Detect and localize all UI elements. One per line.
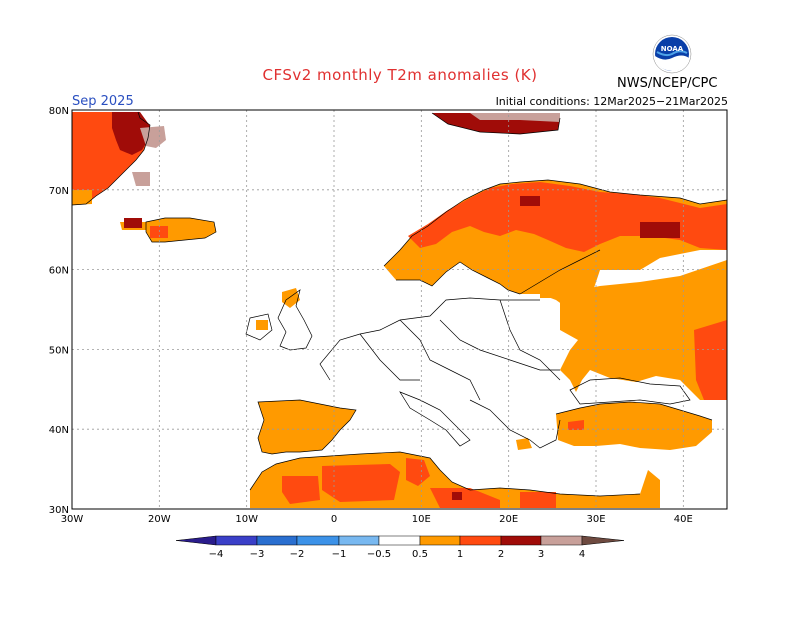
anomaly-svalbard-pink [470,113,560,122]
anomaly-russia [560,260,727,400]
coast-iberia [257,399,357,455]
coast-britain [277,289,313,351]
coast-norway-sweden [396,261,521,295]
map-frame [71,109,728,510]
graticule [72,110,727,509]
anomaly-turkey-red [568,420,584,430]
lat-tick-label: 80N [49,106,69,117]
initial-conditions: Initial conditions: 12Mar2025−21Mar2025 [495,95,728,108]
lon-tick-label: 10E [412,514,431,525]
lat-tick-label: 60N [49,266,69,277]
lat-tick-label: 30N [49,505,69,516]
anomaly-kola-strong [640,222,680,238]
lon-tick-label: 10W [235,514,258,525]
colorbar-tick-label: 1 [457,549,463,560]
anomaly-scotland2 [256,320,268,330]
colorbar: −4 −3 −2 −1 −0.5 0.5 1 2 3 4 [175,535,625,560]
forecast-month: Sep 2025 [72,94,134,109]
noaa-logo-icon: NOAA [652,34,692,74]
lon-tick-label: 30E [586,514,605,525]
logo-text: NOAA [661,45,684,53]
coast-balkans [469,399,561,449]
colorbar-band [338,535,380,546]
colorbar-tick-label: −0.5 [367,549,391,560]
anomaly-greenland-pink2 [132,172,150,186]
map-title: CFSv2 monthly T2m anomalies (K) [262,66,538,84]
colorbar-tick-label: 2 [498,549,504,560]
anomaly-morocco-red [282,476,320,504]
colorbar-tick-label: −2 [290,549,305,560]
lat-tick-label: 70N [49,186,69,197]
colorbar-arrow-high [581,535,625,546]
colorbar-tick-label: −1 [332,549,347,560]
colorbar-band [256,535,298,546]
coast-black-sea [569,377,691,405]
anomaly-greenland-strong [112,112,150,155]
anomaly-libya-red [430,488,500,508]
agency-label: NWS/NCEP/CPC [617,76,718,91]
lon-labels: 30W 20W 10W 0 10E 20E 30E 40E [61,514,693,525]
colorbar-band [540,535,583,546]
coast-finland [519,249,601,295]
anomaly-egypt-red [520,492,556,508]
coast-iceland [145,217,217,243]
lat-labels: 80N 70N 60N 50N 40N 30N [49,106,69,516]
colorbar-band [378,535,421,546]
anomaly-turkey [556,402,712,450]
colorbar-tick-label: 0.5 [412,549,428,560]
border-europe-1 [399,319,481,401]
coastlines [71,111,728,497]
anomaly-greenland-orange [72,190,92,205]
lon-tick-label: 0 [331,514,337,525]
coast-north-africa [249,451,641,497]
anomaly-libya-strong [452,492,462,500]
anomaly-greece [516,438,532,450]
colorbar-band [459,535,502,546]
anomaly-algeria-red [322,464,400,502]
colorbar-band [419,535,461,546]
colorbar-band [296,535,340,546]
coast-turkey [555,401,713,421]
colorbar-tick-label: −4 [209,549,224,560]
anomaly-iceland-strong [124,218,142,228]
border-europe-4 [359,333,420,381]
colorbar-arrow-low [175,535,217,546]
lon-tick-label: 20W [148,514,171,525]
lon-tick-label: 20E [499,514,518,525]
lon-tick-label: 40E [674,514,693,525]
colorbar-tick-label: 4 [579,549,585,560]
anomaly-tunisia-red [406,458,430,486]
colorbar-tick-label: 3 [538,549,544,560]
colorbar-tick-label: −3 [250,549,265,560]
coast-scandinavia [383,179,728,267]
border-europe-2 [439,319,560,371]
anomaly-baltic [540,282,570,298]
lat-tick-label: 40N [49,425,69,436]
coast-italy [399,391,471,447]
colorbar-band [215,535,258,546]
coast-western-europe [319,297,540,381]
anomaly-kola-strong2 [520,196,540,206]
coast-greenland [71,111,151,206]
colorbar-band [500,535,542,546]
lat-tick-label: 50N [49,345,69,356]
lon-tick-label: 30W [61,514,84,525]
coast-svalbard [431,112,561,135]
anomaly-russia-red [694,320,727,400]
border-europe-3 [499,299,561,381]
